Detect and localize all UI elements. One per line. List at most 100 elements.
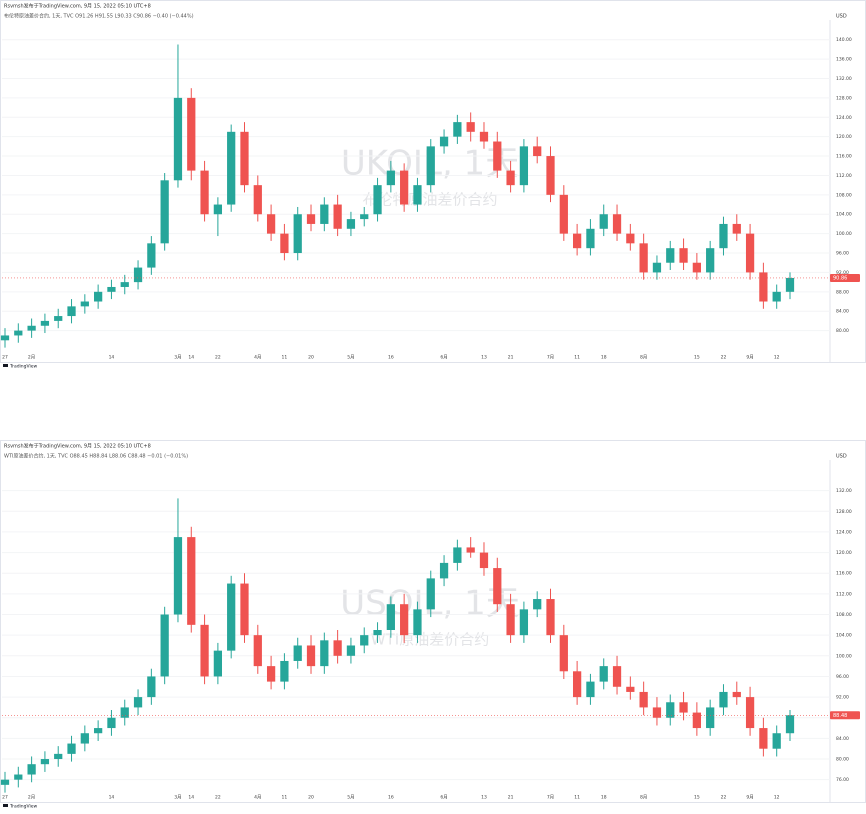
candle-body (173, 97, 183, 181)
candle-body (493, 141, 502, 171)
candle-body (692, 712, 701, 729)
candle-body (572, 233, 582, 249)
y-tick-label: 80.00 (836, 328, 849, 334)
y-tick-label: 96.00 (836, 251, 849, 257)
candle-body (599, 214, 608, 229)
candle-body (546, 599, 555, 636)
candle-body (333, 640, 342, 656)
y-tick-label: 116.00 (836, 571, 852, 577)
y-tick-label: 100.00 (836, 653, 852, 659)
x-tick-label: 16 (388, 795, 394, 801)
y-tick-label: 108.00 (836, 192, 852, 198)
candle-body (360, 635, 369, 646)
candle-body (400, 604, 409, 636)
candle-body (14, 774, 23, 780)
x-tick-label: 5月 (347, 355, 354, 361)
candle-body (147, 676, 156, 698)
candle-body (40, 759, 50, 765)
x-tick-label: 13 (481, 355, 487, 361)
candle-body (107, 717, 116, 729)
candle-body (413, 185, 422, 205)
candle-body (506, 170, 515, 186)
x-tick-label: 18 (601, 355, 607, 361)
x-tick-label: 11 (282, 355, 288, 361)
x-tick-label: 20 (308, 795, 314, 801)
candle-body (266, 666, 276, 682)
candle-body (626, 686, 635, 692)
y-tick-label: 108.00 (836, 612, 852, 618)
y-tick-label: 120.00 (836, 550, 852, 556)
x-tick-label: 22 (721, 795, 727, 801)
candle-body (679, 248, 688, 263)
y-tick-label: 124.00 (836, 115, 852, 121)
y-tick-label: 132.00 (836, 76, 852, 82)
legend: 布伦特原油差价合约, 1天, TVC O91.26 H91.55 L90.33 … (4, 13, 194, 20)
last-price-label: 88.48 (833, 713, 847, 719)
candle-body (519, 146, 529, 186)
candle-body (213, 204, 223, 215)
brand: TradingView (9, 364, 38, 370)
candle-body (133, 267, 143, 283)
candle-body (160, 180, 169, 244)
y-tick-label: 132.00 (836, 488, 852, 494)
candle-body (785, 277, 795, 292)
candle-body (227, 583, 236, 651)
x-tick-label: 14 (109, 795, 115, 801)
x-tick-label: 8月 (640, 355, 647, 361)
x-tick-label: 21 (508, 795, 514, 801)
y-tick-label: 128.00 (836, 95, 852, 101)
candle-body (80, 733, 89, 744)
candle-body (666, 248, 675, 263)
x-tick-label: 3月 (174, 355, 181, 361)
candle-body (160, 614, 169, 677)
last-price-box (830, 711, 860, 720)
y-tick-label: 124.00 (836, 529, 852, 535)
x-tick-label: 6月 (440, 355, 447, 361)
brand-logo (3, 804, 8, 807)
last-price-label: 90.86 (833, 275, 847, 281)
x-tick-label: 14 (188, 355, 194, 361)
candle-body (67, 306, 76, 317)
candle-body (346, 219, 356, 229)
last-price-box (830, 273, 860, 282)
y-tick-label: 112.00 (836, 173, 852, 179)
candle-body (280, 660, 289, 682)
candle-body (679, 702, 688, 713)
y-tick-label: 92.00 (836, 695, 849, 701)
candle-body (94, 728, 103, 734)
x-tick-label: 12 (774, 355, 780, 361)
x-tick-label: 15 (694, 795, 700, 801)
candle-body (27, 325, 36, 331)
x-tick-label: 12 (774, 795, 780, 801)
candle-body (439, 562, 449, 579)
candle-body (586, 228, 595, 249)
x-tick-label: 18 (601, 795, 607, 801)
x-tick-label: 3月 (174, 795, 181, 801)
candle-body (333, 204, 342, 229)
chart-panel: Rsvmsh发布于TradingView.com, 9月 15, 2022 05… (0, 0, 866, 370)
y-tick-label: 120.00 (836, 134, 852, 140)
x-tick-label: 9月 (746, 355, 753, 361)
candle-body (759, 272, 768, 302)
candle-body (373, 630, 382, 636)
x-tick-label: 13 (481, 795, 487, 801)
candle-body (479, 552, 489, 569)
candle-body (506, 604, 515, 636)
candle-body (0, 335, 10, 341)
x-tick-label: 14 (188, 795, 194, 801)
candle-body (493, 568, 502, 605)
candle-body (706, 248, 715, 273)
y-tick-label: 140.00 (836, 37, 852, 43)
x-tick-label: 27 (2, 795, 8, 801)
candle-body (546, 156, 555, 195)
x-tick-label: 22 (721, 355, 727, 361)
y-tick-label: 92.00 (836, 270, 849, 276)
chart-panel: Rsvmsh发布于TradingView.com, 9月 15, 2022 05… (0, 440, 866, 810)
x-tick-label: 22 (215, 355, 221, 361)
x-tick-label: 27 (2, 355, 8, 361)
candle-body (652, 262, 662, 273)
candle-body (453, 122, 462, 137)
candle-body (293, 214, 302, 254)
candle-body (240, 131, 249, 186)
